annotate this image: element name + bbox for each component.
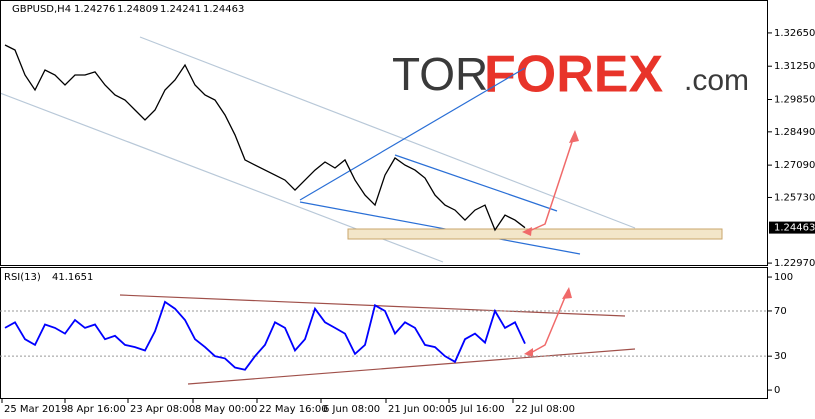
wedge-line xyxy=(299,201,581,255)
logo-tor: TOR xyxy=(392,48,488,100)
x-tick-label: 8 May 00:00 xyxy=(195,404,257,415)
y-tick-label: 0 xyxy=(774,385,780,396)
rsi-trend-line xyxy=(187,348,636,385)
ohlc-low: 1.24241 xyxy=(160,4,201,15)
y-tick-label: 1.22970 xyxy=(774,258,815,269)
arrow-head xyxy=(569,130,579,143)
x-tick-label: 8 Apr 16:00 xyxy=(67,404,126,415)
y-tick-label: 1.31250 xyxy=(774,61,815,72)
price-panel-frame xyxy=(0,0,768,266)
forecast-arrow xyxy=(526,132,576,233)
x-tick-label: 6 Jun 08:00 xyxy=(323,404,380,415)
series-line xyxy=(4,300,526,371)
logo-com: .com xyxy=(684,64,749,97)
x-tick-label: 5 Jul 16:00 xyxy=(451,404,505,415)
wedge-line xyxy=(299,67,526,201)
rsi-panel-frame xyxy=(0,267,768,399)
y-tick-label: 1.32650 xyxy=(774,28,815,39)
rsi-value: 41.1651 xyxy=(52,272,93,283)
x-tick-label: 21 Jun 00:00 xyxy=(388,404,452,415)
y-tick-label: 1.27090 xyxy=(774,160,815,171)
support-zone xyxy=(347,228,723,240)
y-tick-label: 1.29850 xyxy=(774,94,815,105)
ohlc-high: 1.24809 xyxy=(117,4,158,15)
y-tick-label: 100 xyxy=(774,272,793,283)
ohlc-open: 1.24276 xyxy=(74,4,115,15)
channel-line xyxy=(139,36,636,229)
ohlc-close: 1.24463 xyxy=(203,4,244,15)
symbol-label: GBPUSD,H4 xyxy=(12,4,71,15)
rsi-trend-line xyxy=(119,294,626,317)
x-tick-label: 22 May 16:00 xyxy=(259,404,328,415)
y-tick-label: 1.25730 xyxy=(774,192,815,203)
arrow-head xyxy=(524,348,533,357)
y-tick-label: 70 xyxy=(774,306,787,317)
x-tick-label: 23 Apr 08:00 xyxy=(130,404,195,415)
y-tick-label: 1.28490 xyxy=(774,127,815,138)
annotations xyxy=(0,36,723,385)
wedge-line xyxy=(394,154,558,212)
x-tick-label: 25 Mar 2019 xyxy=(4,404,67,415)
logo-forex: FOREX xyxy=(484,46,663,104)
arrow-head xyxy=(562,287,572,299)
current-price-label: 1.24463 xyxy=(774,223,815,234)
rsi-label: RSI(13) xyxy=(4,272,41,283)
current-price-box xyxy=(769,221,815,234)
y-tick-label: 30 xyxy=(774,351,787,362)
series-line xyxy=(4,44,526,232)
arrow-head xyxy=(522,227,532,236)
x-tick-label: 22 Jul 08:00 xyxy=(515,404,575,415)
